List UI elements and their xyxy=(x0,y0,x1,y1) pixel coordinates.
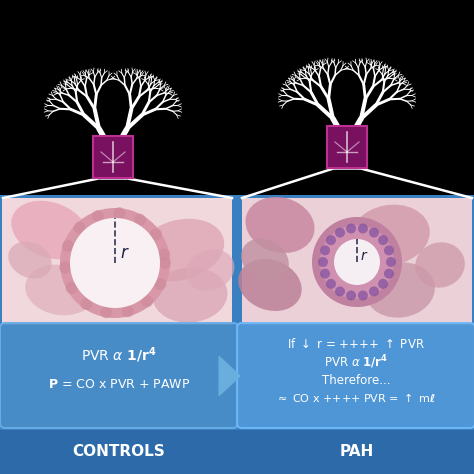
Circle shape xyxy=(59,261,71,273)
Circle shape xyxy=(66,282,78,294)
Text: Therefore...: Therefore... xyxy=(322,374,390,386)
Circle shape xyxy=(62,240,74,252)
Circle shape xyxy=(312,217,402,307)
Ellipse shape xyxy=(11,201,89,259)
Circle shape xyxy=(358,224,368,234)
FancyBboxPatch shape xyxy=(0,323,238,428)
Text: If $\downarrow$ r = ++++ $\uparrow$ PVR: If $\downarrow$ r = ++++ $\uparrow$ PVR xyxy=(287,337,425,351)
Circle shape xyxy=(134,214,146,226)
Circle shape xyxy=(346,224,356,234)
Circle shape xyxy=(318,257,328,267)
Circle shape xyxy=(335,286,345,296)
Ellipse shape xyxy=(90,220,140,260)
Ellipse shape xyxy=(25,264,95,315)
Text: r: r xyxy=(361,249,367,263)
Ellipse shape xyxy=(365,262,435,318)
Text: PVR $\alpha$ $\mathbf{1/r^4}$: PVR $\alpha$ $\mathbf{1/r^4}$ xyxy=(324,353,388,371)
Circle shape xyxy=(73,222,86,234)
Circle shape xyxy=(158,248,170,260)
Circle shape xyxy=(155,278,166,290)
Circle shape xyxy=(326,279,336,289)
Ellipse shape xyxy=(185,249,235,291)
Circle shape xyxy=(384,246,394,255)
Ellipse shape xyxy=(246,197,315,253)
Text: PVR $\alpha$ $\mathbf{1/r^4}$: PVR $\alpha$ $\mathbf{1/r^4}$ xyxy=(81,345,157,365)
Circle shape xyxy=(320,225,394,299)
Ellipse shape xyxy=(238,259,302,311)
Ellipse shape xyxy=(9,242,52,279)
Circle shape xyxy=(141,295,153,307)
Circle shape xyxy=(369,286,379,296)
Circle shape xyxy=(378,235,388,245)
FancyArrowPatch shape xyxy=(219,356,240,395)
Text: PAH: PAH xyxy=(340,444,374,458)
Circle shape xyxy=(358,291,368,301)
Ellipse shape xyxy=(322,222,377,267)
Bar xyxy=(0,430,474,474)
Circle shape xyxy=(334,239,380,285)
Circle shape xyxy=(92,210,104,222)
Bar xyxy=(0,195,474,474)
Bar xyxy=(327,126,367,168)
Circle shape xyxy=(384,269,394,279)
Ellipse shape xyxy=(136,219,224,281)
Text: $\approx$ CO x ++++ PVR = $\uparrow$ m$\mathbf{\ell}$: $\approx$ CO x ++++ PVR = $\uparrow$ m$\… xyxy=(275,392,437,404)
Text: $\mathbf{P}$ = CO x PVR + PAWP: $\mathbf{P}$ = CO x PVR + PAWP xyxy=(48,379,190,392)
Circle shape xyxy=(335,228,345,237)
Ellipse shape xyxy=(241,238,289,282)
Ellipse shape xyxy=(350,205,430,265)
Text: CONTROLS: CONTROLS xyxy=(73,444,165,458)
Circle shape xyxy=(159,257,171,269)
Circle shape xyxy=(320,269,330,279)
FancyBboxPatch shape xyxy=(237,323,474,428)
Circle shape xyxy=(369,228,379,237)
Circle shape xyxy=(150,228,162,240)
Bar xyxy=(242,198,472,325)
Ellipse shape xyxy=(153,267,228,323)
Circle shape xyxy=(122,305,134,317)
Text: r: r xyxy=(120,244,127,262)
Circle shape xyxy=(346,291,356,301)
Circle shape xyxy=(100,306,112,318)
Circle shape xyxy=(60,208,170,318)
Ellipse shape xyxy=(415,242,465,288)
Bar xyxy=(93,136,133,178)
Circle shape xyxy=(320,246,330,255)
Circle shape xyxy=(386,257,396,267)
Circle shape xyxy=(80,298,92,310)
Circle shape xyxy=(326,235,336,245)
Circle shape xyxy=(70,218,160,308)
Bar xyxy=(2,198,232,325)
Circle shape xyxy=(113,207,125,219)
Circle shape xyxy=(378,279,388,289)
